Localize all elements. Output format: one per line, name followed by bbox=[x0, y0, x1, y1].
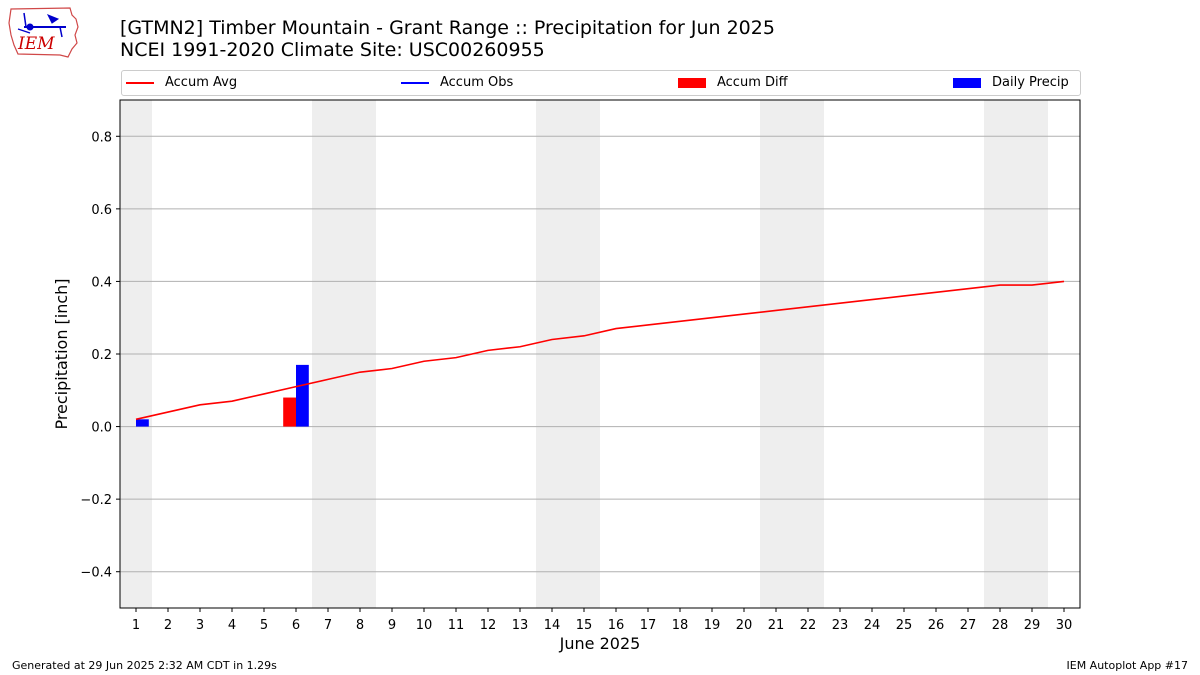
x-tick-label: 19 bbox=[704, 618, 721, 633]
legend-label-accum-obs: Accum Obs bbox=[440, 75, 514, 90]
bar-accum-diff-day-6 bbox=[283, 397, 296, 427]
x-tick-label: 16 bbox=[608, 618, 625, 633]
legend-label-accum-diff: Accum Diff bbox=[717, 75, 788, 90]
x-tick-label: 18 bbox=[672, 618, 689, 633]
y-tick-label: −0.2 bbox=[80, 493, 112, 508]
bar-daily-precip-day-6 bbox=[296, 364, 309, 427]
x-tick-label: 6 bbox=[292, 618, 300, 633]
legend: Accum Avg Accum Obs Accum Diff Daily Pre… bbox=[121, 70, 1081, 96]
title-line-1: [GTMN2] Timber Mountain - Grant Range ::… bbox=[120, 17, 775, 39]
x-tick-label: 22 bbox=[800, 618, 817, 633]
y-axis-ticks: −0.4 −0.2 0.0 0.2 0.4 0.6 0.8 bbox=[80, 130, 120, 581]
weather-station-icon bbox=[17, 12, 66, 38]
y-tick-label: 0.4 bbox=[91, 275, 112, 290]
generated-timestamp: Generated at 29 Jun 2025 2:32 AM CDT in … bbox=[12, 659, 277, 672]
iowa-state-outline bbox=[8, 7, 79, 58]
legend-swatch-accum-avg bbox=[126, 81, 154, 84]
x-tick-label: 17 bbox=[640, 618, 657, 633]
y-tick-label: −0.4 bbox=[80, 566, 112, 581]
title-line-2: NCEI 1991-2020 Climate Site: USC00260955 bbox=[120, 39, 545, 61]
y-gridlines bbox=[120, 135, 1080, 573]
iem-logo: IEM bbox=[8, 7, 79, 58]
legend-item-accum-diff: Accum Diff bbox=[678, 75, 788, 90]
x-tick-label: 5 bbox=[260, 618, 268, 633]
x-tick-label: 15 bbox=[576, 618, 593, 633]
legend-item-accum-avg: Accum Avg bbox=[126, 75, 237, 90]
x-tick-label: 24 bbox=[864, 618, 881, 633]
x-tick-label: 21 bbox=[768, 618, 785, 633]
legend-swatch-accum-obs bbox=[401, 81, 429, 84]
x-axis-label: June 2025 bbox=[559, 634, 641, 653]
legend-swatch-accum-diff bbox=[678, 77, 706, 88]
x-tick-label: 23 bbox=[832, 618, 849, 633]
x-tick-label: 12 bbox=[480, 618, 497, 633]
x-tick-label: 20 bbox=[736, 618, 753, 633]
x-tick-label: 8 bbox=[356, 618, 364, 633]
x-tick-label: 13 bbox=[512, 618, 529, 633]
y-tick-label: 0.6 bbox=[91, 203, 112, 218]
x-tick-label: 29 bbox=[1024, 618, 1041, 633]
logo-text: IEM bbox=[17, 34, 55, 54]
x-tick-label: 10 bbox=[416, 618, 433, 633]
legend-swatch-daily-precip bbox=[953, 77, 981, 88]
legend-item-accum-obs: Accum Obs bbox=[401, 75, 513, 90]
app-credit: IEM Autoplot App #17 bbox=[1066, 659, 1189, 672]
x-tick-label: 27 bbox=[960, 618, 977, 633]
legend-label-daily-precip: Daily Precip bbox=[992, 75, 1069, 90]
x-tick-label: 11 bbox=[448, 618, 465, 633]
y-tick-label: 0.8 bbox=[91, 130, 112, 145]
x-tick-label: 26 bbox=[928, 618, 945, 633]
x-tick-label: 9 bbox=[388, 618, 396, 633]
lines bbox=[135, 280, 1065, 421]
x-tick-label: 7 bbox=[324, 618, 332, 633]
x-tick-label: 14 bbox=[544, 618, 561, 633]
x-tick-label: 25 bbox=[896, 618, 913, 633]
bars bbox=[136, 364, 309, 427]
x-tick-label: 3 bbox=[196, 618, 204, 633]
y-axis-label: Precipitation [inch] bbox=[52, 278, 71, 429]
legend-item-daily-precip: Daily Precip bbox=[953, 75, 1069, 90]
y-tick-label: 0.2 bbox=[91, 348, 112, 363]
x-tick-label: 1 bbox=[132, 618, 140, 633]
legend-label-accum-avg: Accum Avg bbox=[165, 75, 238, 90]
x-tick-label: 30 bbox=[1056, 618, 1073, 633]
x-axis-ticks: 1 2 3 4 5 6 7 8 9 10 11 12 13 14 15 16 17 18 19 20 21 22 23 24 2… bbox=[132, 608, 1072, 633]
bar-daily-precip-day-1 bbox=[136, 419, 149, 427]
x-tick-label: 4 bbox=[228, 618, 236, 633]
y-tick-label: 0.0 bbox=[91, 421, 112, 436]
x-tick-label: 2 bbox=[164, 618, 172, 633]
line-accum-avg bbox=[135, 280, 1065, 421]
x-tick-label: 28 bbox=[992, 618, 1009, 633]
chart-title: [GTMN2] Timber Mountain - Grant Range ::… bbox=[120, 17, 775, 61]
